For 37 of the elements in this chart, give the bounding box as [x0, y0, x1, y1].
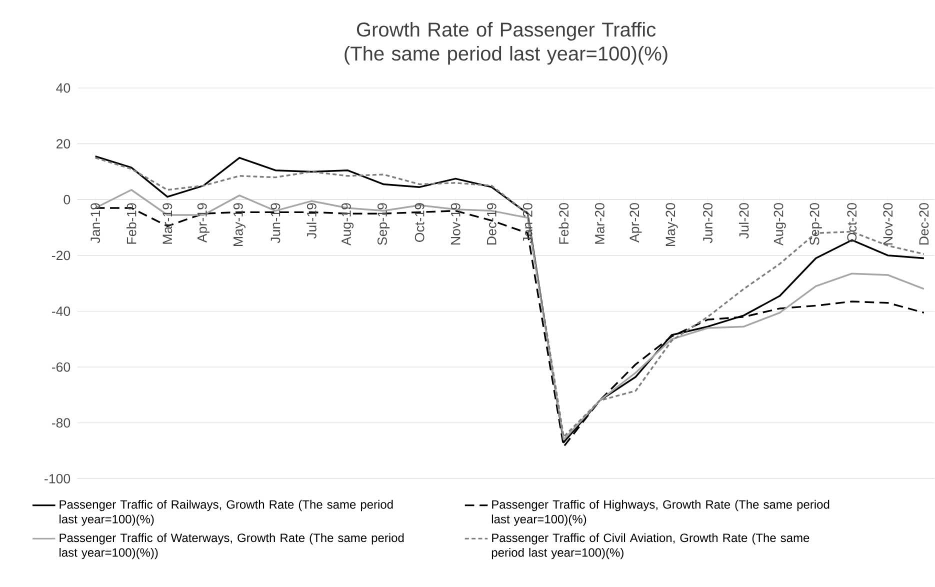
y-tick-label: -100: [44, 474, 70, 484]
y-tick-label: -80: [52, 418, 70, 428]
y-tick-label: -60: [52, 362, 70, 372]
x-tick-label: Feb-19: [126, 203, 136, 244]
x-tick-label: May-19: [233, 203, 246, 246]
legend-label: Passenger Traffic of Waterways, Growth Rate (The same period last year=100)(%)): [60, 533, 404, 560]
x-tick-label: Oct-19: [414, 203, 424, 242]
x-tick-label: Dec-19: [486, 203, 496, 245]
x-tick-label: May-20: [666, 203, 678, 246]
x-tick-label: Nov-19: [450, 203, 460, 245]
y-tick-label: -20: [52, 250, 70, 260]
x-tick-label: Feb-20: [558, 203, 569, 244]
legend-label: Passenger Traffic of Civil Aviation, Growth Rate (The same period last year=100)(%): [492, 533, 810, 560]
x-tick-label: Nov-20: [883, 203, 893, 245]
x-tick-label: Sep-20: [810, 203, 822, 246]
x-tick-label: Jul-19: [306, 203, 316, 239]
x-tick-label: Jan-20: [522, 203, 532, 244]
x-tick-label: Jan-19: [90, 203, 100, 244]
x-tick-label: Apr-19: [197, 203, 210, 243]
x-tick-label: Jul-20: [738, 203, 749, 239]
x-tick-label: Jun-20: [703, 203, 712, 244]
legend-label: Passenger Traffic of Highways, Growth Rate (The same period last year=100)(%): [492, 500, 830, 526]
x-tick-label: Mar-20: [594, 203, 604, 244]
legend-label: Passenger Traffic of Railways, Growth Rate (The same period last year=100)(%): [60, 500, 393, 526]
x-tick-label: Aug-20: [774, 203, 786, 246]
x-tick-label: Dec-20: [919, 203, 929, 245]
x-tick-label: Sep-19: [378, 203, 390, 246]
y-tick-label: 0: [64, 195, 70, 204]
x-tick-label: Aug-19: [341, 203, 354, 246]
y-tick-label: 40: [56, 83, 70, 93]
y-tick-label: 20: [56, 139, 70, 149]
x-tick-label: Apr-20: [630, 203, 642, 243]
x-tick-label: Oct-20: [847, 203, 857, 242]
x-tick-label: Jun-19: [270, 203, 280, 244]
chart-title: Growth Rate of Passenger Traffic (The same period last year=100)(%): [344, 22, 668, 65]
y-tick-label: -40: [52, 306, 70, 316]
x-tick-label: Mar-19: [162, 203, 172, 244]
